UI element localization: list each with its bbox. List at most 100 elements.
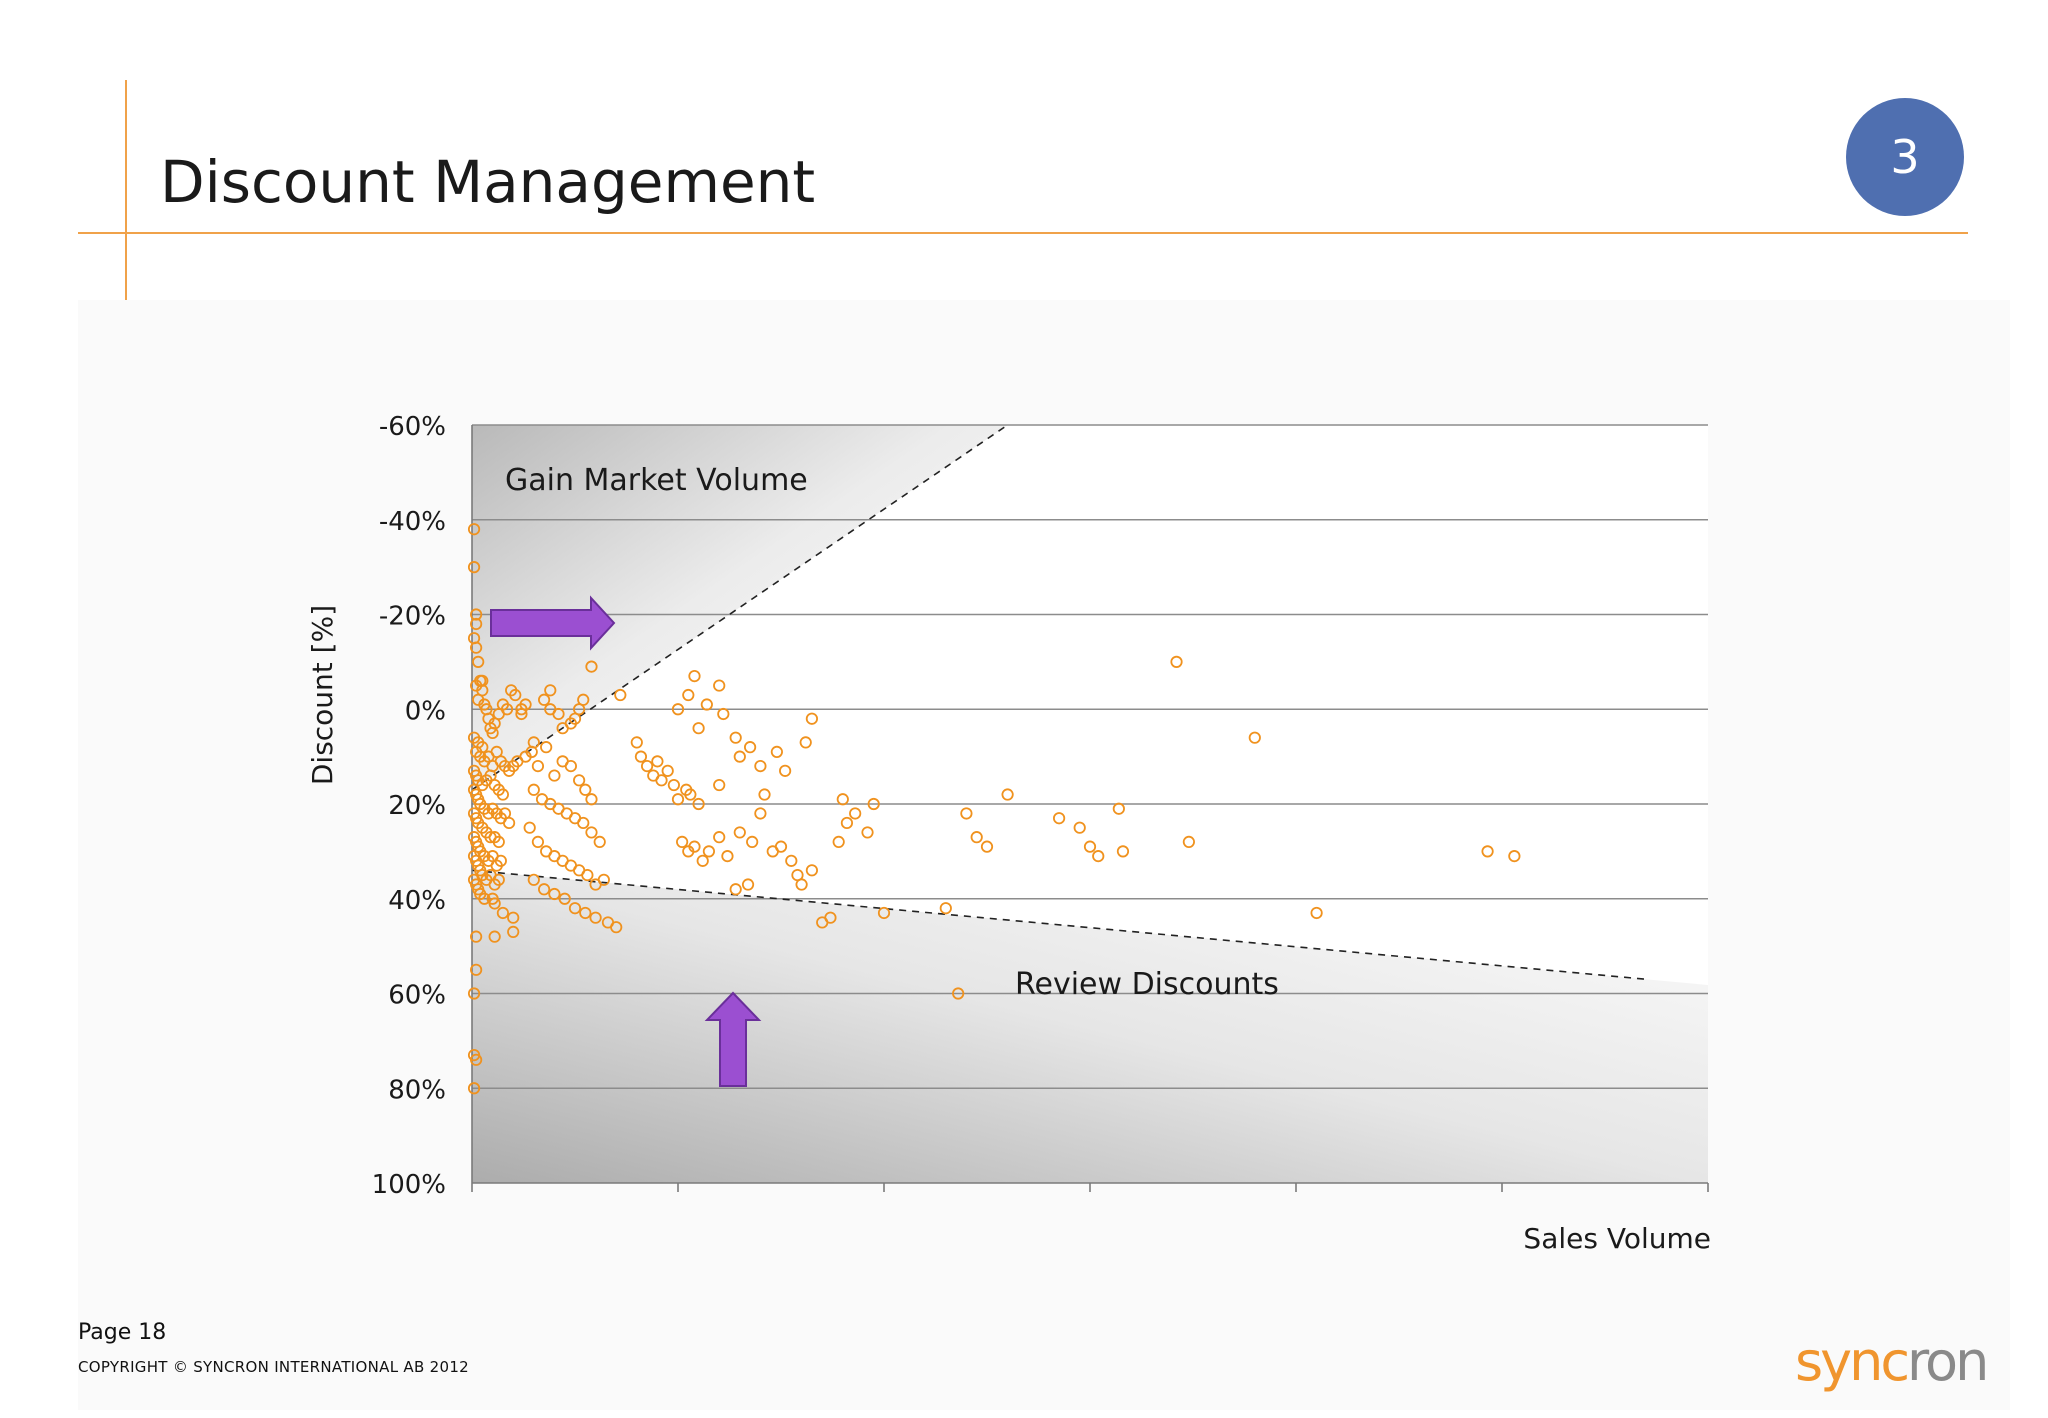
data-point — [494, 854, 507, 867]
data-point — [741, 878, 755, 891]
data-points — [467, 523, 1521, 1095]
data-point — [799, 736, 812, 749]
data-point — [692, 797, 705, 811]
y-tick-labels: -60% -40% -20% 0% 20% 40% 60% 80% 100% — [372, 412, 446, 1200]
logo-text-ron: ron — [1907, 1330, 1989, 1393]
data-point — [770, 745, 783, 758]
data-point — [492, 835, 505, 849]
data-point — [585, 826, 598, 839]
data-point — [507, 925, 520, 939]
x-axis-label: Sales Volume — [1523, 1222, 1711, 1255]
y-axis-label: Discount [%] — [306, 605, 339, 785]
data-point — [614, 688, 627, 702]
slide-title: Discount Management — [160, 148, 816, 216]
data-point — [634, 750, 648, 763]
data-point — [970, 831, 983, 844]
review-discounts-region — [472, 870, 1708, 1183]
data-point — [655, 774, 668, 787]
data-point — [579, 906, 592, 920]
data-point — [713, 778, 726, 792]
data-point — [717, 707, 730, 721]
data-point — [774, 840, 788, 853]
section-number-badge: 3 — [1846, 98, 1964, 216]
data-point — [564, 759, 577, 773]
review-discounts-label: Review Discounts — [1015, 967, 1279, 1002]
data-point — [1083, 840, 1097, 853]
data-point — [467, 561, 481, 574]
data-point — [467, 987, 481, 1000]
data-point — [700, 698, 713, 711]
data-point — [667, 778, 680, 792]
y-tick-label: 60% — [388, 981, 446, 1011]
data-point — [733, 750, 746, 763]
data-point — [467, 523, 481, 536]
data-point — [589, 911, 602, 924]
data-point — [1170, 655, 1183, 668]
data-point — [585, 793, 598, 806]
data-point — [754, 759, 767, 773]
data-point — [1508, 850, 1521, 863]
data-point — [470, 608, 483, 621]
data-point — [470, 963, 483, 976]
data-point — [519, 698, 532, 711]
data-point — [492, 873, 505, 886]
data-point — [661, 764, 674, 777]
data-point — [795, 878, 808, 891]
data-point — [746, 835, 759, 849]
up-arrow-icon — [704, 991, 762, 1087]
data-point — [877, 906, 891, 920]
data-point — [960, 807, 973, 820]
y-tick-label: 100% — [372, 1170, 446, 1200]
data-point — [500, 703, 514, 716]
data-point — [470, 617, 483, 631]
data-point — [1092, 850, 1105, 863]
data-point — [1073, 821, 1086, 834]
data-point — [507, 911, 520, 924]
data-point — [671, 793, 685, 806]
data-point — [552, 707, 565, 721]
data-point — [754, 807, 767, 820]
data-point — [540, 741, 553, 754]
data-point — [785, 854, 798, 867]
data-point — [758, 788, 771, 801]
data-point — [1116, 845, 1130, 858]
data-point — [832, 835, 845, 849]
data-point — [952, 987, 965, 1000]
data-point — [610, 921, 623, 934]
data-point — [470, 1053, 483, 1066]
data-point — [713, 831, 726, 844]
data-point — [1310, 906, 1323, 920]
data-point — [558, 892, 571, 905]
data-point — [573, 774, 586, 787]
y-tick-label: 20% — [388, 791, 446, 821]
data-point — [548, 887, 561, 901]
data-point — [1481, 845, 1494, 858]
data-point — [577, 816, 590, 830]
data-point — [702, 845, 716, 858]
data-point — [939, 902, 952, 915]
gain-market-volume-label: Gain Market Volume — [505, 463, 808, 498]
data-point — [568, 902, 582, 915]
data-point — [496, 906, 509, 920]
data-point — [525, 745, 538, 758]
data-point — [470, 641, 483, 654]
data-point — [577, 693, 590, 706]
syncron-logo: syncron — [1795, 1330, 1989, 1393]
data-point — [684, 788, 697, 801]
data-point — [531, 759, 545, 773]
data-point — [527, 783, 540, 796]
data-point — [849, 807, 862, 820]
data-point — [840, 816, 854, 830]
y-tick-label: 0% — [405, 696, 446, 726]
y-tick-label: 80% — [388, 1075, 446, 1105]
data-point — [696, 854, 709, 867]
data-point — [729, 883, 742, 896]
logo-text-sync: sync — [1795, 1330, 1910, 1393]
data-point — [713, 679, 726, 692]
gridlines — [472, 424, 1708, 1089]
data-point — [805, 712, 819, 725]
data-point — [496, 788, 509, 801]
data-point — [688, 840, 701, 853]
data-point — [509, 688, 522, 702]
